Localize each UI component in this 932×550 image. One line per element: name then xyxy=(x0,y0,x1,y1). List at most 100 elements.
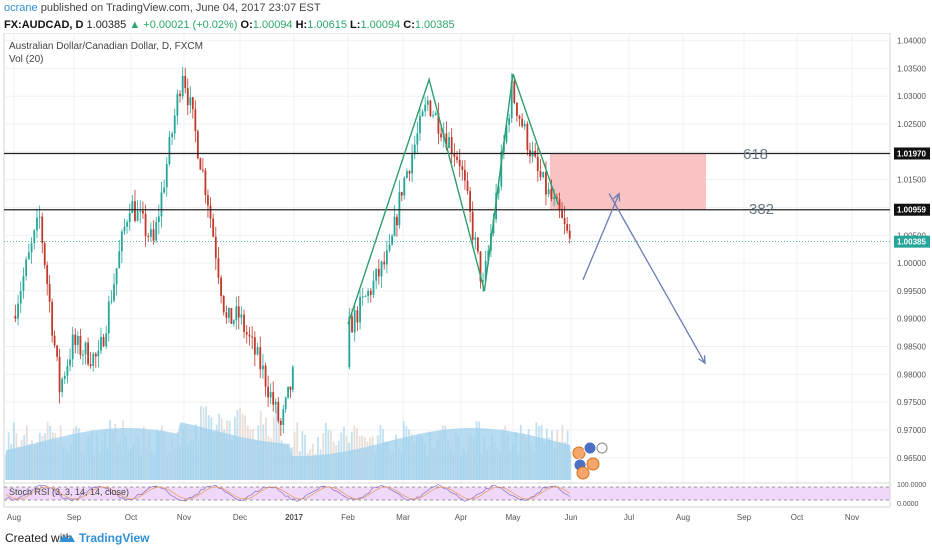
candle-body xyxy=(461,166,464,170)
candle-body xyxy=(269,391,272,398)
candle-body xyxy=(523,123,526,127)
candle-body xyxy=(477,237,479,252)
candle-body xyxy=(416,133,419,145)
candle-body xyxy=(251,336,254,338)
candle-body xyxy=(393,216,396,236)
candle-body xyxy=(46,265,49,284)
event-marker-icon[interactable] xyxy=(572,446,586,460)
tradingview-brand[interactable]: TradingView xyxy=(79,531,150,545)
candle-body xyxy=(105,333,108,347)
price-tick-label: 1.04000 xyxy=(897,37,926,46)
candle-body xyxy=(406,171,408,178)
price-axis[interactable]: 1.040001.035001.030001.025001.020001.015… xyxy=(894,37,930,463)
candle-body xyxy=(245,332,248,335)
time-tick-label: Nov xyxy=(845,513,859,522)
candle-body xyxy=(289,386,292,390)
candle-body xyxy=(497,186,500,194)
candle-body xyxy=(426,100,429,105)
candle-body xyxy=(155,222,158,241)
candle-body xyxy=(369,290,372,296)
candle-body xyxy=(424,104,427,112)
candle-body xyxy=(282,409,285,425)
flag-icon[interactable] xyxy=(583,441,597,455)
projection-arrows[interactable] xyxy=(582,192,706,365)
volume-bar xyxy=(324,422,327,480)
price-tick-label: 0.97500 xyxy=(897,398,926,407)
event-marker-icon[interactable] xyxy=(596,442,608,454)
candle-body xyxy=(207,195,209,206)
candle-body xyxy=(222,295,225,313)
candle-body xyxy=(94,353,97,357)
candle-body xyxy=(87,342,90,365)
candle-body xyxy=(434,112,437,116)
price-tick-label: 1.03000 xyxy=(897,92,926,101)
price-tick-label: 1.01500 xyxy=(897,176,926,185)
chart-svg[interactable]: 1.040001.035001.030001.025001.020001.015… xyxy=(0,32,932,523)
candle-body xyxy=(123,226,126,232)
close-value: 1.00385 xyxy=(414,19,455,31)
candle-body xyxy=(41,216,44,243)
event-marker-icon[interactable] xyxy=(586,457,600,471)
candle-body xyxy=(440,133,442,138)
stoch-legend: Stoch RSI (3, 3, 14, 14, close) xyxy=(9,487,129,497)
stoch-d-line xyxy=(5,486,571,500)
candle-body xyxy=(448,137,450,149)
candle-body xyxy=(191,97,194,110)
author-link[interactable]: ocrane xyxy=(4,2,38,14)
candle-body xyxy=(398,192,401,226)
candle-body xyxy=(482,280,484,282)
event-marker-icon[interactable] xyxy=(576,466,590,480)
candle-body xyxy=(419,116,421,134)
candle-body xyxy=(372,280,375,296)
candle-body xyxy=(89,364,92,366)
candle-body xyxy=(553,197,556,200)
horizontal-levels[interactable] xyxy=(4,152,890,243)
candle-body xyxy=(228,307,230,318)
projection-arrow[interactable] xyxy=(608,193,706,364)
candle-body xyxy=(186,88,189,106)
volume-legend: Vol (20) xyxy=(9,54,43,65)
time-tick-label: Oct xyxy=(125,513,138,522)
candle-body xyxy=(43,242,46,266)
price-tick-label: 1.03500 xyxy=(897,64,926,73)
candle-body xyxy=(82,354,84,356)
candle-body xyxy=(505,124,508,142)
candle-body xyxy=(291,367,294,390)
candle-body xyxy=(202,169,204,171)
event-markers[interactable] xyxy=(572,441,608,480)
candle-body xyxy=(356,310,359,323)
time-tick-label: Jun xyxy=(565,513,578,522)
low-label: L: xyxy=(350,19,361,31)
candle-body xyxy=(555,197,558,199)
candle-body xyxy=(196,131,199,159)
footer: Created with TradingView xyxy=(0,526,932,550)
time-tick-label: Oct xyxy=(791,513,804,522)
candle-body xyxy=(171,133,173,137)
candle-body xyxy=(189,97,192,106)
candle-body xyxy=(107,301,110,334)
candle-body xyxy=(558,198,561,211)
candle-body xyxy=(456,156,458,160)
candle-body xyxy=(279,420,282,425)
price-tick-label: 0.99500 xyxy=(897,287,926,296)
publish-info: published on TradingView.com, June 04, 2… xyxy=(40,2,321,14)
volume-ma-area xyxy=(6,422,571,480)
price-tick-label: 0.97000 xyxy=(897,426,926,435)
candle-body xyxy=(199,158,202,170)
arrow-head[interactable] xyxy=(698,355,706,365)
candle-body xyxy=(458,159,461,167)
candle-body xyxy=(526,123,529,151)
projection-arrow[interactable] xyxy=(582,193,620,281)
candle-body xyxy=(510,81,513,119)
chart-area[interactable]: 1.040001.035001.030001.025001.020001.015… xyxy=(0,32,932,523)
zigzag-pattern-line[interactable] xyxy=(347,73,559,325)
candle-body xyxy=(58,356,61,393)
target-zone[interactable] xyxy=(550,153,706,210)
candle-body xyxy=(432,115,434,117)
price-tag[interactable] xyxy=(894,147,930,160)
price-tag[interactable] xyxy=(894,203,930,216)
price-tag[interactable] xyxy=(894,235,930,248)
arrow-head[interactable] xyxy=(612,192,621,202)
candle-body xyxy=(14,315,17,319)
time-axis[interactable]: Aug Sep Oct Nov Dec 2017 Feb Mar Apr May Jun Jul Aug… xyxy=(4,506,890,522)
